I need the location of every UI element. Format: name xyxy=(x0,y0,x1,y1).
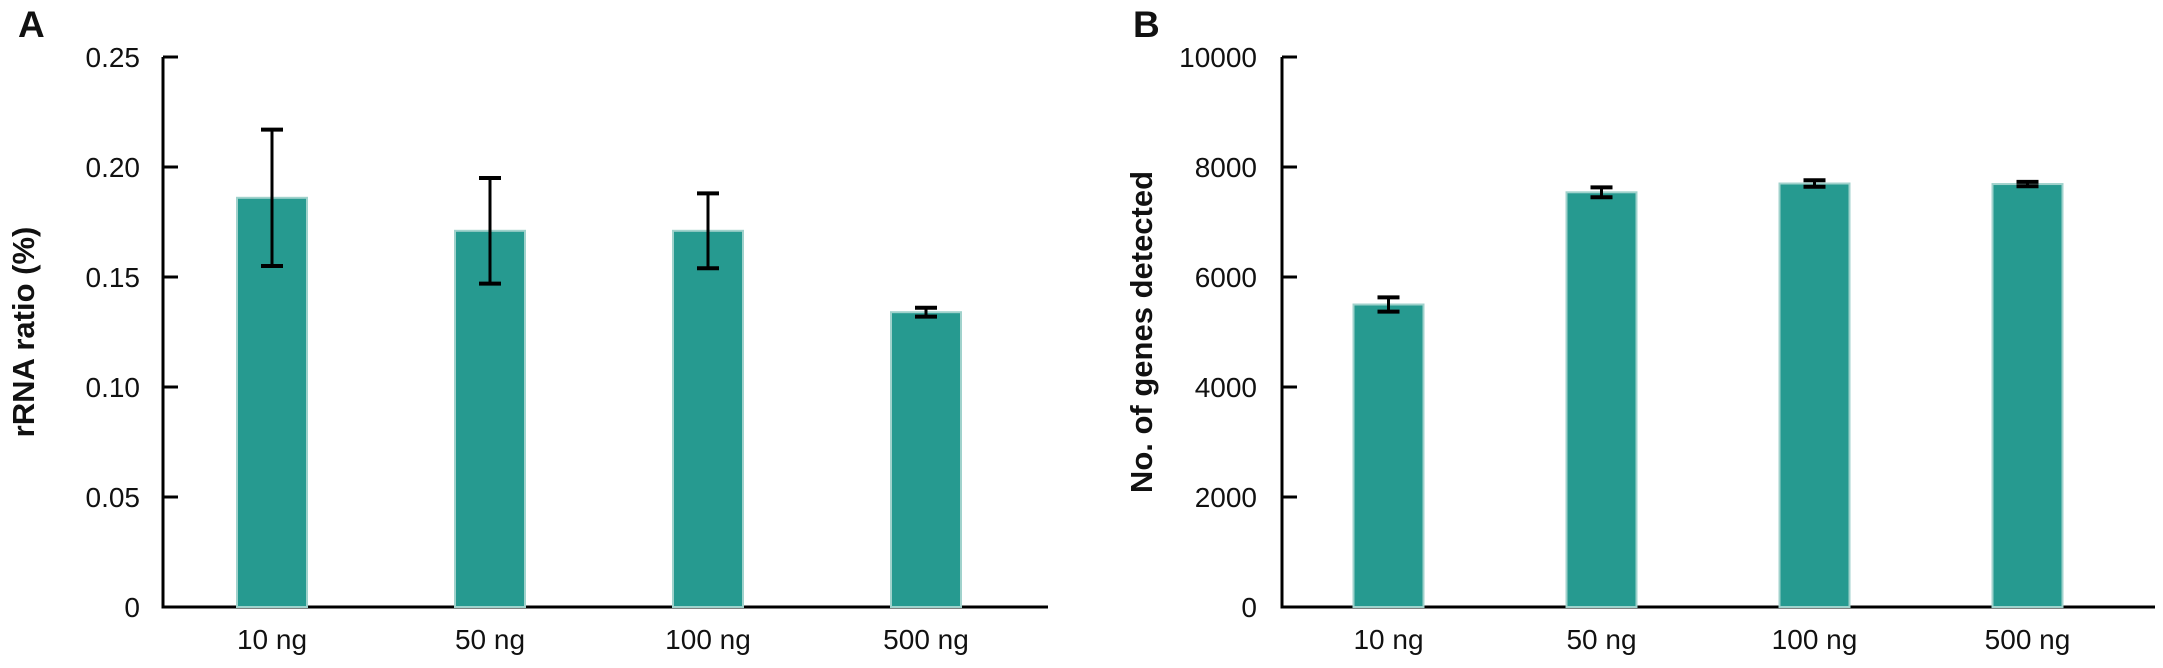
bar xyxy=(1352,303,1425,608)
x-category-label: 50 ng xyxy=(1566,624,1636,655)
y-axis-title: rRNA ratio (%) xyxy=(6,227,41,438)
y-tick-label: 0 xyxy=(1241,592,1257,623)
x-category-label: 10 ng xyxy=(237,624,307,655)
y-axis-title: No. of genes detected xyxy=(1124,171,1159,493)
x-category-label: 500 ng xyxy=(883,624,969,655)
x-category-label: 500 ng xyxy=(1985,624,2071,655)
y-tick-label: 2000 xyxy=(1195,482,1257,513)
panel-b-label: B xyxy=(1133,4,1160,45)
x-category-label: 50 ng xyxy=(455,624,525,655)
x-category-label: 10 ng xyxy=(1353,624,1423,655)
y-tick-label: 0 xyxy=(124,592,140,623)
bar xyxy=(236,196,308,609)
bar xyxy=(1778,182,1851,608)
chart-panel-a xyxy=(161,55,1048,609)
y-tick-label: 4000 xyxy=(1195,372,1257,403)
y-tick-label: 10000 xyxy=(1179,42,1257,73)
y-tick-label: 8000 xyxy=(1195,152,1257,183)
bar xyxy=(454,229,526,609)
panel-a-label: A xyxy=(18,4,45,45)
y-tick-label: 0.10 xyxy=(86,372,141,403)
y-tick-label: 0.05 xyxy=(86,482,141,513)
x-category-label: 100 ng xyxy=(665,624,751,655)
chart-panel-b xyxy=(1280,55,2155,609)
y-tick-label: 0.25 xyxy=(86,42,141,73)
y-tick-label: 0.15 xyxy=(86,262,141,293)
y-tick-label: 6000 xyxy=(1195,262,1257,293)
x-category-label: 100 ng xyxy=(1772,624,1858,655)
bar xyxy=(672,229,744,609)
y-tick-label: 0.20 xyxy=(86,152,141,183)
bar xyxy=(1991,183,2064,609)
bar xyxy=(890,311,962,608)
bar xyxy=(1565,191,1638,609)
